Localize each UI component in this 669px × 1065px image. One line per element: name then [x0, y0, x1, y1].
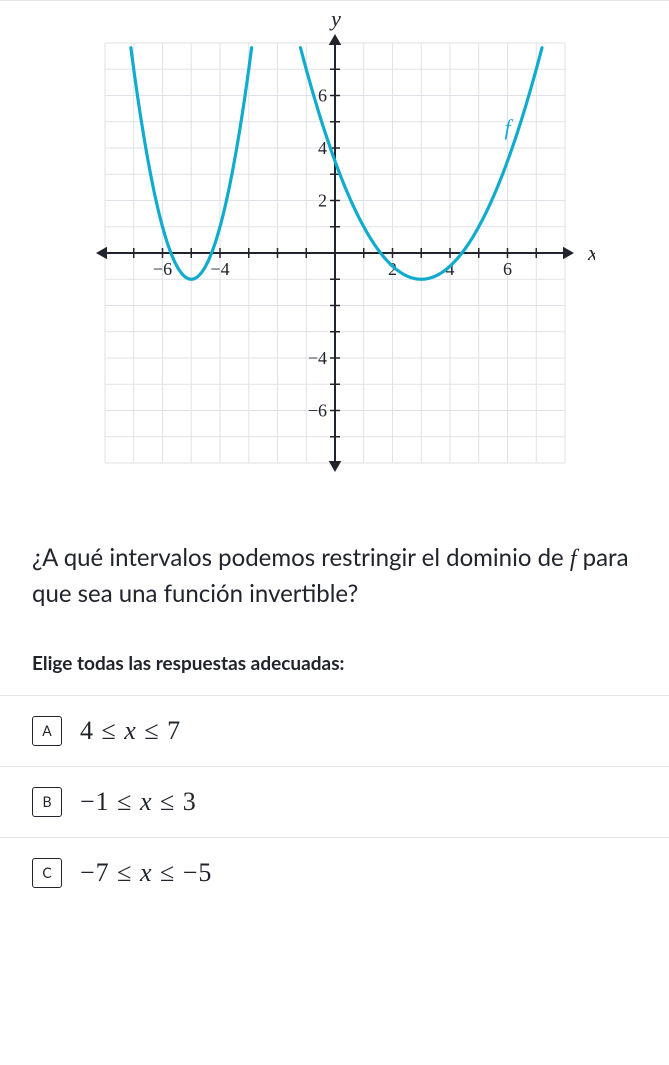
svg-text:2: 2 [318, 191, 327, 211]
svg-text:6: 6 [503, 259, 512, 279]
function-chart: −6−4246−6−4246xyf [75, 13, 595, 493]
question-prefix: ¿A qué intervalos podemos restringir el … [32, 543, 570, 572]
question-var: f [570, 546, 577, 572]
question-text: ¿A qué intervalos podemos restringir el … [32, 541, 637, 612]
answer-checkbox[interactable]: B [32, 787, 62, 817]
chart-container: −6−4246−6−4246xyf [0, 0, 669, 517]
answer-math: 4 ≤ x ≤ 7 [80, 716, 181, 746]
answer-option-c[interactable]: C −7 ≤ x ≤ −5 [0, 837, 669, 908]
svg-text:6: 6 [318, 86, 327, 106]
svg-text:−4: −4 [307, 348, 326, 368]
svg-text:−6: −6 [152, 259, 171, 279]
answer-option-b[interactable]: B −1 ≤ x ≤ 3 [0, 766, 669, 837]
answer-checkbox[interactable]: A [32, 716, 62, 746]
answer-math: −1 ≤ x ≤ 3 [80, 787, 197, 817]
svg-text:−6: −6 [307, 401, 326, 421]
svg-text:y: y [329, 13, 341, 31]
instruction-text: Elige todas las respuestas adecuadas: [0, 624, 669, 695]
question-block: ¿A qué intervalos podemos restringir el … [0, 517, 669, 624]
svg-text:4: 4 [318, 138, 327, 158]
answers-list: A 4 ≤ x ≤ 7 B −1 ≤ x ≤ 3 C −7 ≤ x ≤ −5 [0, 695, 669, 908]
svg-text:x: x [587, 240, 595, 265]
svg-text:−4: −4 [210, 259, 229, 279]
answer-option-a[interactable]: A 4 ≤ x ≤ 7 [0, 695, 669, 766]
answer-math: −7 ≤ x ≤ −5 [80, 858, 212, 888]
answer-checkbox[interactable]: C [32, 858, 62, 888]
